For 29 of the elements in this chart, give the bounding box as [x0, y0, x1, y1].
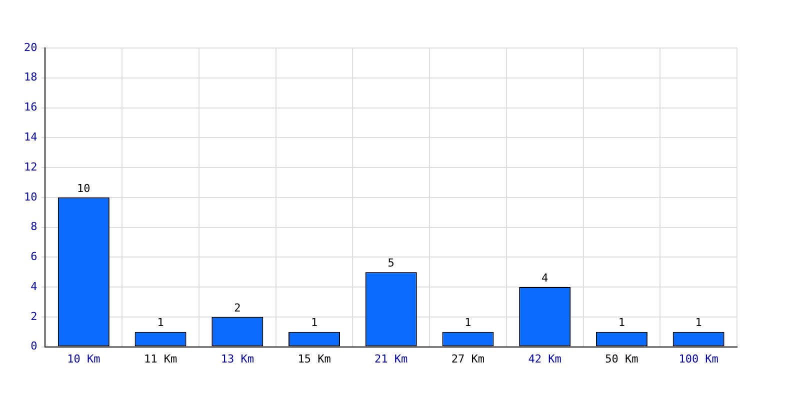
data-label: 10: [77, 182, 90, 195]
data-label: 5: [388, 256, 394, 270]
data-label: 1: [157, 316, 164, 330]
data-label: 2: [234, 301, 241, 314]
data-label: 1: [618, 316, 626, 330]
x-tick-label: 27 Km: [451, 352, 485, 366]
y-tick-label: 20: [24, 40, 38, 54]
x-tick-label: 42 Km: [528, 352, 562, 366]
y-tick-label: 8: [30, 220, 38, 234]
data-label: 1: [464, 316, 472, 330]
data-label: 1: [695, 316, 702, 330]
y-tick-label: 4: [30, 280, 38, 293]
x-tick-label: 11 Km: [144, 352, 178, 366]
y-tick-label: 0: [30, 340, 38, 353]
x-tick-label: 100 Km: [678, 352, 719, 366]
y-tick-label: 12: [24, 160, 38, 174]
x-tick-label: 50 Km: [605, 352, 639, 366]
y-tick-label: 16: [24, 100, 38, 114]
data-label: 1: [310, 316, 318, 330]
y-tick-label: 14: [24, 130, 38, 144]
x-tick-label: 13 Km: [220, 352, 254, 366]
y-tick-label: 18: [24, 70, 38, 84]
x-tick-label: 15 Km: [298, 352, 332, 366]
x-tick-label: 10 Km: [67, 352, 101, 366]
x-tick-label: 21 Km: [374, 352, 408, 366]
y-tick-label: 6: [30, 250, 38, 264]
y-tick-label: 10: [24, 190, 38, 204]
y-tick-label: 2: [30, 310, 38, 323]
data-label: 4: [542, 271, 549, 284]
